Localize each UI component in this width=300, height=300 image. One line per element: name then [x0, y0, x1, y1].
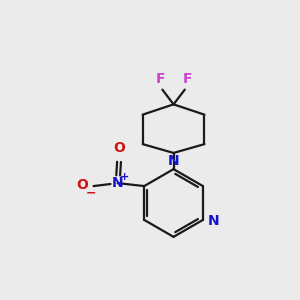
Text: F: F [182, 72, 192, 86]
Text: F: F [155, 72, 165, 86]
Text: N: N [168, 154, 179, 167]
Text: N: N [112, 176, 124, 190]
Text: O: O [76, 178, 88, 193]
Text: +: + [120, 172, 129, 182]
Text: −: − [86, 186, 97, 199]
Text: N: N [208, 214, 220, 228]
Text: O: O [113, 141, 125, 155]
